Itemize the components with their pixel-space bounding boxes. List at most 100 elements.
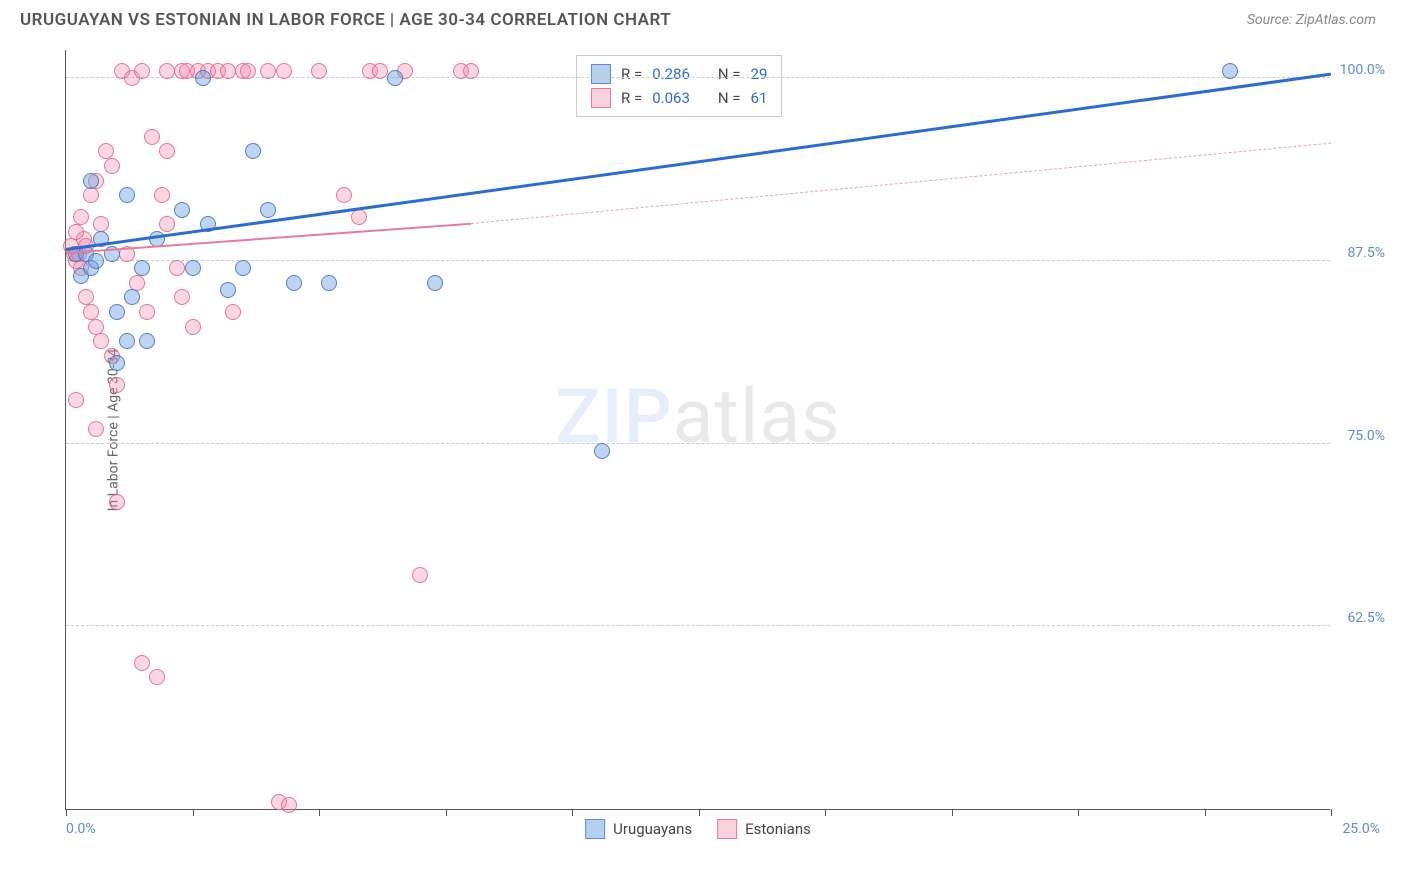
scatter-point-estonian	[129, 275, 145, 291]
legend-item: Uruguayans	[585, 819, 692, 839]
scatter-point-uruguayan	[220, 282, 236, 298]
legend-r-label: R =	[621, 89, 642, 107]
scatter-point-estonian	[144, 129, 160, 145]
scatter-point-estonian	[159, 216, 175, 232]
scatter-point-estonian	[159, 63, 175, 79]
chart-container: In Labor Force | Age 30-34 ZIPatlas R = …	[50, 50, 1330, 810]
gridline-horizontal	[66, 625, 1330, 626]
legend-n-value: 61	[751, 89, 768, 107]
watermark-atlas: atlas	[673, 372, 841, 460]
x-tick-label: 0.0%	[66, 821, 96, 837]
scatter-point-uruguayan	[235, 260, 251, 276]
scatter-point-estonian	[159, 143, 175, 159]
scatter-point-estonian	[220, 63, 236, 79]
legend-r-value: 0.063	[652, 89, 690, 107]
legend-n-label: N =	[718, 89, 741, 107]
scatter-point-uruguayan	[139, 333, 155, 349]
scatter-point-estonian	[179, 63, 195, 79]
chart-title: URUGUAYAN VS ESTONIAN IN LABOR FORCE | A…	[20, 10, 671, 30]
y-tick-label: 62.5%	[1347, 610, 1385, 626]
scatter-point-estonian	[412, 567, 428, 583]
scatter-point-uruguayan	[174, 202, 190, 218]
x-tick	[1078, 809, 1079, 816]
scatter-point-estonian	[139, 304, 155, 320]
watermark-zip: ZIP	[555, 372, 672, 460]
scatter-point-uruguayan	[321, 275, 337, 291]
legend-row: R = 0.286 N = 29	[591, 62, 767, 86]
chart-source: Source: ZipAtlas.com	[1247, 12, 1376, 28]
scatter-point-uruguayan	[119, 187, 135, 203]
scatter-point-estonian	[134, 655, 150, 671]
scatter-point-uruguayan	[427, 275, 443, 291]
x-tick-label: 25.0%	[1342, 821, 1380, 837]
x-tick	[66, 809, 67, 816]
scatter-point-uruguayan	[387, 70, 403, 86]
scatter-point-uruguayan	[109, 355, 125, 371]
legend-row: R = 0.063 N = 61	[591, 86, 767, 110]
scatter-point-estonian	[83, 187, 99, 203]
scatter-point-uruguayan	[124, 289, 140, 305]
correlation-legend: R = 0.286 N = 29 R = 0.063 N = 61	[576, 55, 782, 117]
scatter-point-uruguayan	[286, 275, 302, 291]
trendline-estonian-dashed	[471, 143, 1331, 224]
scatter-point-estonian	[78, 289, 94, 305]
scatter-point-estonian	[463, 63, 479, 79]
scatter-point-uruguayan	[594, 443, 610, 459]
x-tick	[572, 809, 573, 816]
scatter-point-estonian	[149, 669, 165, 685]
gridline-horizontal	[66, 77, 1330, 78]
scatter-point-uruguayan	[245, 143, 261, 159]
scatter-point-estonian	[88, 319, 104, 335]
scatter-point-uruguayan	[83, 173, 99, 189]
scatter-point-estonian	[336, 187, 352, 203]
scatter-point-estonian	[260, 63, 276, 79]
scatter-point-uruguayan	[185, 260, 201, 276]
scatter-point-estonian	[98, 143, 114, 159]
scatter-point-uruguayan	[260, 202, 276, 218]
scatter-point-uruguayan	[195, 70, 211, 86]
legend-n-label: N =	[718, 65, 741, 83]
legend-label: Uruguayans	[613, 820, 692, 838]
y-tick-label: 87.5%	[1347, 245, 1385, 261]
chart-header: URUGUAYAN VS ESTONIAN IN LABOR FORCE | A…	[0, 0, 1406, 35]
gridline-horizontal	[66, 443, 1330, 444]
x-tick	[1205, 809, 1206, 816]
legend-swatch-blue	[585, 819, 605, 839]
x-tick	[952, 809, 953, 816]
scatter-point-estonian	[311, 63, 327, 79]
legend-swatch-pink	[591, 88, 611, 108]
y-tick-label: 100.0%	[1340, 62, 1385, 78]
scatter-point-estonian	[68, 224, 84, 240]
scatter-point-uruguayan	[1222, 63, 1238, 79]
scatter-point-uruguayan	[119, 333, 135, 349]
x-tick	[319, 809, 320, 816]
scatter-point-estonian	[225, 304, 241, 320]
scatter-point-estonian	[281, 797, 297, 813]
legend-n-value: 29	[751, 65, 768, 83]
gridline-horizontal	[66, 260, 1330, 261]
plot-area: ZIPatlas R = 0.286 N = 29 R = 0.063 N = …	[65, 50, 1330, 810]
x-tick	[446, 809, 447, 816]
scatter-point-uruguayan	[134, 260, 150, 276]
scatter-point-estonian	[351, 209, 367, 225]
scatter-point-estonian	[276, 63, 292, 79]
legend-swatch-blue	[591, 64, 611, 84]
scatter-point-estonian	[83, 304, 99, 320]
x-tick	[825, 809, 826, 816]
x-tick	[193, 809, 194, 816]
scatter-point-uruguayan	[88, 253, 104, 269]
scatter-point-estonian	[154, 187, 170, 203]
scatter-point-estonian	[104, 158, 120, 174]
scatter-point-estonian	[93, 333, 109, 349]
series-legend: Uruguayans Estonians	[585, 819, 811, 839]
scatter-point-estonian	[68, 392, 84, 408]
y-tick-label: 75.0%	[1347, 428, 1385, 444]
trendline-estonian-solid	[66, 222, 471, 253]
scatter-point-estonian	[185, 319, 201, 335]
scatter-point-estonian	[109, 377, 125, 393]
legend-label: Estonians	[745, 820, 811, 838]
legend-r-value: 0.286	[652, 65, 690, 83]
scatter-point-estonian	[109, 494, 125, 510]
scatter-point-estonian	[93, 216, 109, 232]
scatter-point-estonian	[174, 289, 190, 305]
